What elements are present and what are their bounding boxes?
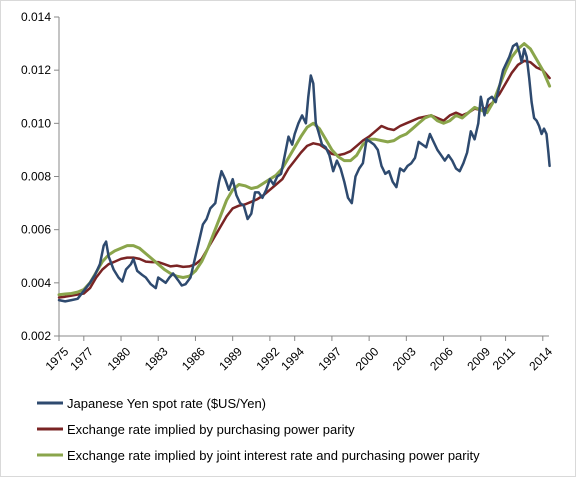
x-tick-label: 2014: [526, 344, 555, 373]
x-tick-label: 2006: [427, 344, 456, 373]
x-tick-label: 1980: [105, 344, 134, 373]
x-tick-label: 2011: [490, 344, 518, 372]
chart-axes: [54, 16, 549, 341]
x-tick-label: 1986: [179, 344, 208, 373]
y-tick-label: 0.004: [21, 276, 51, 290]
series-line-0: [57, 42, 551, 303]
legend: Japanese Yen spot rate ($US/Yen) Exchange…: [37, 396, 480, 463]
series-layer: [57, 42, 552, 303]
x-tick-label: 1989: [216, 344, 245, 373]
x-tick-label: 1994: [278, 344, 307, 373]
legend-label-1: Exchange rate implied by purchasing powe…: [67, 422, 355, 437]
x-tick-label: 2009: [464, 344, 493, 373]
y-tick-labels: 0.002 0.004 0.006 0.008 0.010 0.012 0.014: [21, 10, 51, 343]
y-tick-label: 0.006: [21, 223, 51, 237]
y-tick-label: 0.014: [21, 10, 51, 24]
y-tick-label: 0.010: [21, 116, 51, 130]
x-tick-label: 1977: [67, 344, 96, 373]
y-tick-label: 0.002: [21, 329, 51, 343]
legend-label-0: Japanese Yen spot rate ($US/Yen): [67, 396, 266, 411]
x-tick-label: 1983: [142, 344, 171, 373]
y-tick-label: 0.008: [21, 170, 51, 184]
x-tick-label: 1997: [315, 344, 344, 373]
y-tick-label: 0.012: [21, 63, 51, 77]
series-line-2: [57, 42, 552, 297]
x-tick-label: 2003: [390, 344, 419, 373]
x-tick-label: 1992: [253, 344, 282, 373]
x-tick-label: 2000: [353, 344, 382, 373]
x-tick-label: 1975: [43, 344, 72, 373]
legend-label-2: Exchange rate implied by joint interest …: [67, 448, 480, 463]
